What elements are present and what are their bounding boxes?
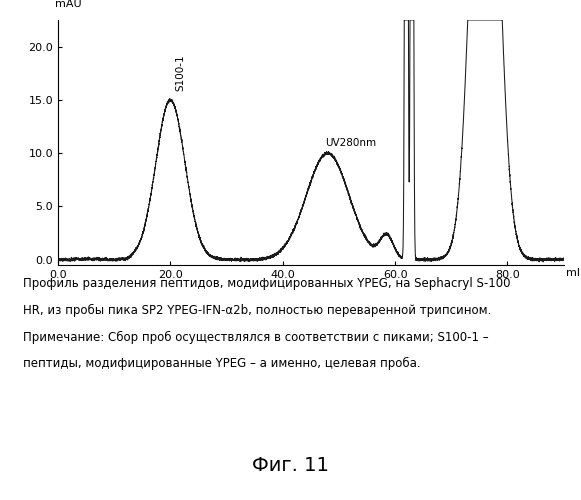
Text: пептиды, модифицированные YPEG – а именно, целевая проба.: пептиды, модифицированные YPEG – а именн… xyxy=(23,357,421,370)
Text: Профиль разделения пептидов, модифицированных YPEG, на Sephacryl S-100: Профиль разделения пептидов, модифициров… xyxy=(23,278,511,290)
Text: Фиг. 11: Фиг. 11 xyxy=(252,456,329,475)
Text: ml: ml xyxy=(566,268,580,278)
Text: S100-1: S100-1 xyxy=(175,54,185,92)
Text: HR, из пробы пика SP2 YPEG-IFN-α2b, полностью переваренной трипсином.: HR, из пробы пика SP2 YPEG-IFN-α2b, полн… xyxy=(23,304,492,317)
Text: UV280nm: UV280nm xyxy=(325,138,376,148)
Text: mAU: mAU xyxy=(55,0,82,10)
Text: Примечание: Сбор проб осуществлялся в соответствии с пиками; S100-1 –: Примечание: Сбор проб осуществлялся в со… xyxy=(23,330,489,344)
